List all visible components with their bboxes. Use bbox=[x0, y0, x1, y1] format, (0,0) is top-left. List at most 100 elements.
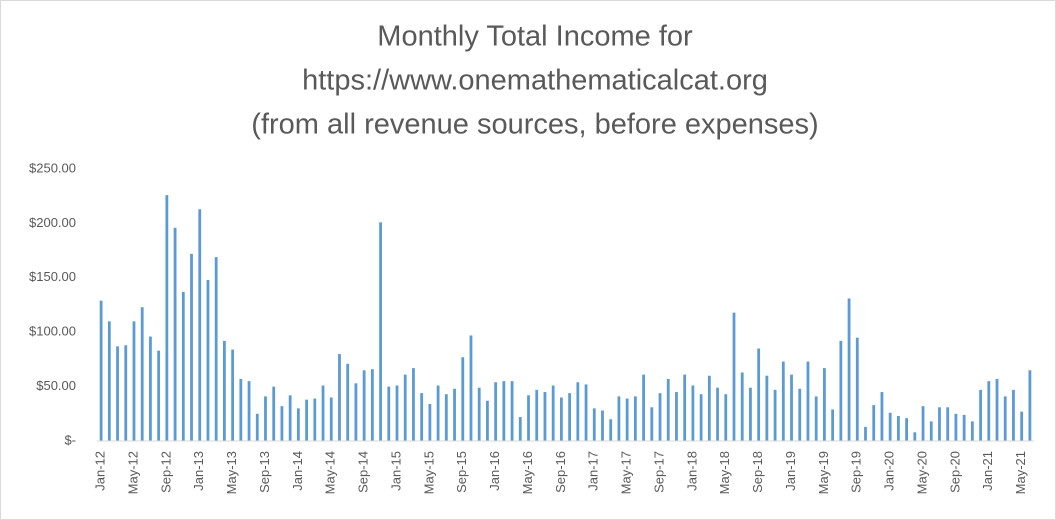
bar bbox=[666, 378, 670, 441]
y-tick-label: $- bbox=[64, 432, 76, 447]
bar bbox=[477, 387, 481, 441]
bar bbox=[305, 399, 308, 441]
bar bbox=[116, 346, 119, 441]
bar bbox=[691, 385, 695, 441]
bar bbox=[247, 381, 251, 441]
x-tick-label: Sep-17 bbox=[651, 451, 666, 493]
bar bbox=[272, 386, 276, 441]
bar bbox=[790, 374, 793, 441]
bar bbox=[855, 337, 859, 441]
bar bbox=[576, 382, 580, 441]
bar bbox=[995, 378, 999, 441]
y-tick-label: $100.00 bbox=[29, 324, 76, 339]
x-tick-label: May-20 bbox=[914, 451, 929, 494]
bar bbox=[165, 195, 169, 441]
bar bbox=[222, 340, 226, 441]
bar bbox=[239, 378, 243, 441]
bar bbox=[494, 382, 498, 441]
bar bbox=[732, 312, 736, 441]
bar bbox=[781, 361, 785, 441]
bar bbox=[773, 389, 777, 441]
bar bbox=[370, 369, 374, 441]
bar bbox=[749, 387, 752, 441]
bar bbox=[403, 374, 407, 441]
bar bbox=[699, 394, 703, 441]
bar bbox=[658, 393, 662, 441]
bar bbox=[1020, 411, 1024, 441]
x-tick-label: Jan-21 bbox=[980, 451, 995, 491]
bar bbox=[1012, 389, 1015, 441]
bar bbox=[938, 407, 941, 441]
y-tick-label: $50.00 bbox=[36, 378, 76, 393]
bar bbox=[453, 388, 456, 441]
x-tick-label: Sep-14 bbox=[356, 451, 371, 493]
bar bbox=[255, 413, 259, 441]
x-tick-label: Sep-16 bbox=[553, 451, 568, 493]
x-tick-label: Sep-12 bbox=[158, 451, 173, 493]
bar bbox=[354, 383, 358, 441]
bar bbox=[157, 350, 161, 441]
bar bbox=[535, 389, 539, 441]
chart-title: Monthly Total Income for bbox=[377, 21, 693, 53]
bar bbox=[740, 372, 744, 441]
chart-title: (from all revenue sources, before expens… bbox=[251, 109, 818, 141]
bar bbox=[617, 396, 621, 441]
x-tick-label: Jan-20 bbox=[882, 451, 897, 491]
bar bbox=[280, 406, 284, 441]
bar bbox=[198, 209, 202, 441]
bar bbox=[510, 381, 514, 441]
x-tick-label: Jan-17 bbox=[586, 451, 601, 491]
bar bbox=[905, 418, 909, 441]
bar bbox=[190, 253, 193, 441]
bar bbox=[954, 413, 958, 441]
bar bbox=[543, 392, 547, 441]
bar bbox=[387, 386, 391, 441]
y-tick-label: $250.00 bbox=[29, 160, 76, 175]
bar bbox=[140, 307, 144, 441]
bar bbox=[486, 400, 489, 441]
x-tick-label: Sep-20 bbox=[947, 451, 962, 493]
x-tick-label: Jan-12 bbox=[93, 451, 108, 491]
bar bbox=[765, 375, 769, 441]
bar bbox=[650, 407, 654, 441]
bar bbox=[847, 298, 851, 441]
bar bbox=[921, 406, 925, 441]
bar bbox=[181, 291, 185, 441]
x-tick-label: Jan-19 bbox=[783, 451, 798, 491]
x-tick-label: Sep-19 bbox=[849, 451, 864, 493]
bar bbox=[329, 397, 333, 441]
bar bbox=[107, 321, 111, 441]
x-tick-label: May-16 bbox=[520, 451, 535, 494]
bar bbox=[527, 395, 530, 441]
bar bbox=[716, 387, 719, 441]
bar bbox=[592, 408, 596, 441]
bar bbox=[264, 396, 267, 441]
bar bbox=[428, 404, 432, 441]
bar bbox=[864, 426, 867, 441]
bar bbox=[896, 415, 900, 441]
bar bbox=[584, 384, 588, 441]
x-tick-label: May-15 bbox=[421, 451, 436, 494]
bar bbox=[502, 381, 506, 441]
bar bbox=[99, 300, 103, 441]
bar bbox=[551, 385, 555, 441]
bar bbox=[379, 222, 382, 441]
bar bbox=[806, 361, 810, 441]
bar bbox=[962, 414, 966, 441]
bar bbox=[362, 370, 366, 441]
x-tick-label: May-13 bbox=[224, 451, 239, 494]
bar bbox=[675, 392, 678, 441]
bar bbox=[633, 396, 637, 441]
bar bbox=[823, 368, 826, 441]
x-tick-label: May-18 bbox=[717, 451, 732, 494]
bar bbox=[831, 409, 835, 441]
x-tick-label: Jan-13 bbox=[191, 451, 206, 491]
bar bbox=[888, 412, 892, 441]
bar bbox=[839, 340, 843, 441]
x-tick-label: May-21 bbox=[1013, 451, 1028, 494]
bar bbox=[724, 394, 728, 441]
bar bbox=[913, 432, 917, 441]
bar bbox=[338, 353, 341, 441]
y-tick-label: $200.00 bbox=[29, 215, 76, 230]
